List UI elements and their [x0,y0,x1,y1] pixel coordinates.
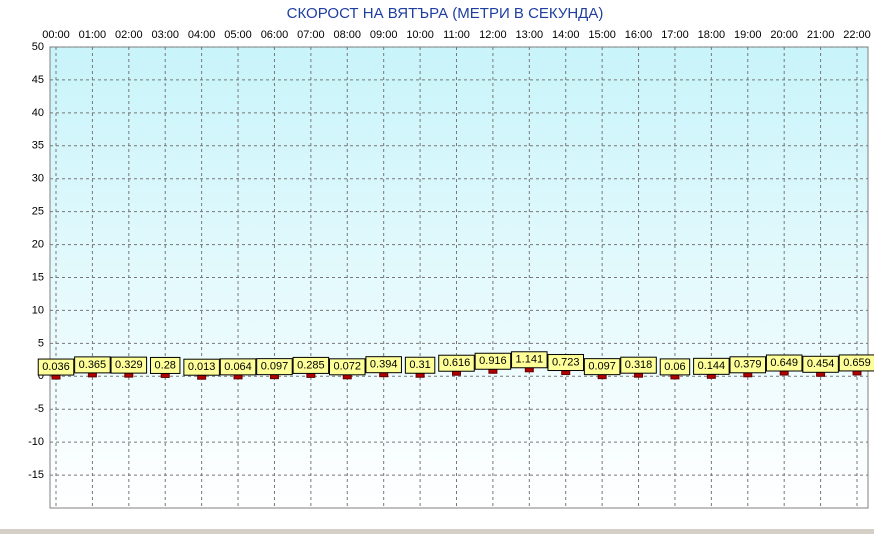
x-tick-label: 19:00 [734,29,762,41]
value-label-box [693,357,730,375]
value-label-box [256,358,293,376]
value-label-box [150,356,181,374]
x-tick-label: 22:00 [843,29,871,41]
y-tick-label: 50 [32,41,44,53]
x-tick-label: 04:00 [188,29,216,41]
x-tick-label: 02:00 [115,29,143,41]
value-label: 0.285 [297,359,325,371]
value-label: 0.318 [625,359,653,371]
y-tick-label: 40 [32,107,44,119]
value-label: 0.379 [734,359,762,371]
value-label-box [802,355,839,373]
x-tick-label: 03:00 [151,29,179,41]
value-label: 0.454 [807,358,835,370]
y-tick-label: 35 [32,140,44,152]
value-label: 1.141 [516,354,544,366]
x-tick-label: 08:00 [334,29,362,41]
y-tick-label: 25 [32,206,44,218]
x-tick-label: 05:00 [224,29,252,41]
y-tick-label: 0 [38,370,44,382]
value-label: 0.329 [115,359,143,371]
value-label: 0.365 [79,359,107,371]
x-tick-label: 11:00 [443,29,470,41]
x-tick-label: 12:00 [479,29,507,41]
value-label: 0.072 [334,361,362,373]
x-tick-label: 00:00 [42,29,70,41]
value-label: 0.013 [188,361,216,373]
value-label: 0.064 [224,361,252,373]
x-tick-label: 20:00 [770,29,798,41]
y-tick-label: -15 [28,469,44,481]
value-label: 0.916 [479,355,507,367]
value-label-box [474,352,512,370]
y-tick-label: 20 [32,238,44,250]
y-tick-label: -10 [28,436,44,448]
value-label: 0.28 [155,359,176,371]
x-tick-label: 18:00 [698,29,726,41]
value-label: 0.097 [261,361,289,373]
y-tick-label: 5 [38,337,44,349]
x-tick-label: 10:00 [406,29,434,41]
value-label-box [37,358,75,376]
value-label-box [329,358,366,376]
x-tick-label: 15:00 [588,29,616,41]
value-label: 0.097 [588,361,616,373]
value-label: 0.723 [552,356,580,368]
value-label-box [183,358,220,376]
value-label: 0.144 [698,360,726,372]
value-label-box [219,358,257,376]
value-label-box [292,356,330,374]
y-tick-label: 45 [32,74,44,86]
value-label: 0.616 [443,357,471,369]
value-label-box [547,354,584,372]
value-label: 0.649 [770,357,798,369]
x-tick-label: 09:00 [370,29,398,41]
y-tick-label: 30 [32,173,44,185]
value-label-box [765,354,803,372]
value-label-box [659,358,691,376]
value-label-box [110,356,148,374]
value-label-box [620,356,657,374]
value-label-box [511,351,548,369]
x-tick-label: 06:00 [261,29,289,41]
value-label: 0.659 [843,357,871,369]
value-label: 0.394 [370,359,398,371]
x-tick-label: 17:00 [661,29,689,41]
x-tick-label: 01:00 [79,29,107,41]
value-label: 0.036 [42,361,70,373]
x-tick-label: 14:00 [552,29,580,41]
y-tick-label: 10 [32,304,44,316]
value-label-box [365,356,402,374]
value-label: 0.31 [409,359,430,371]
x-tick-label: 16:00 [625,29,653,41]
x-tick-label: 13:00 [516,29,544,41]
value-label-box [404,356,436,374]
x-tick-label: 21:00 [807,29,835,41]
value-label-box [74,356,111,374]
value-label-box [583,358,621,376]
x-tick-label: 07:00 [297,29,325,41]
value-label: 0.06 [664,361,685,373]
value-label-box [438,354,475,372]
y-tick-label: 15 [32,271,44,283]
value-label-box [729,356,767,374]
y-tick-label: -5 [34,403,44,415]
chart-title: СКОРОСТ НА ВЯТЪРА (МЕТРИ В СЕКУНДА) [287,5,604,22]
value-label-box [838,354,874,372]
